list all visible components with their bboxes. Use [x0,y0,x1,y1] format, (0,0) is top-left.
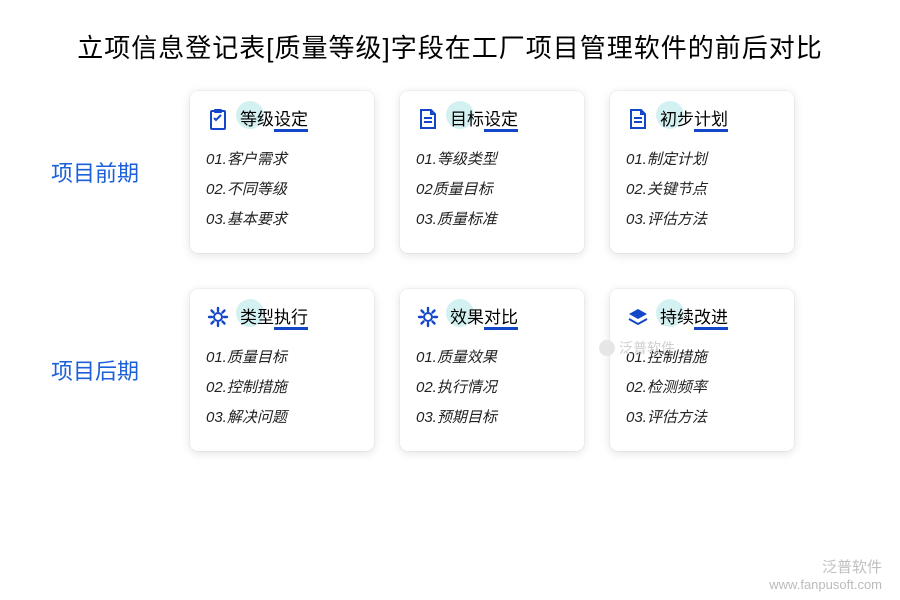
card-item: 03.预期目标 [416,403,568,433]
card-header: 持续改进 [626,303,778,331]
card-item: 01.等级类型 [416,145,568,175]
cards: 类型执行 01.质量目标02.控制措施03.解决问题 效果对比 01.质量效果02.执… [190,289,794,451]
watermark-badge: 泛普软件 [599,338,675,358]
watermark-footer: 泛普软件 www.fanpusoft.com [769,556,882,592]
card-items: 01.客户需求02.不同等级03.基本要求 [206,145,358,235]
card-header: 效果对比 [416,303,568,331]
card: 持续改进01.控制措施02.检测频率03.评估方法 [610,289,794,451]
card-item: 02.关键节点 [626,175,778,205]
card-item: 03.评估方法 [626,403,778,433]
clipboard-icon [206,107,230,131]
card-title: 目标设定 [450,105,518,133]
card-item: 01.客户需求 [206,145,358,175]
card-item: 01.质量目标 [206,343,358,373]
row-label: 项目前期 [0,156,190,188]
card-item: 02质量目标 [416,175,568,205]
card-items: 01.等级类型02质量目标03.质量标准 [416,145,568,235]
document-icon [416,107,440,131]
card-items: 01.制定计划02.关键节点03.评估方法 [626,145,778,235]
card-header: 类型执行 [206,303,358,331]
card-title: 持续改进 [660,303,728,331]
row-1: 项目后期 类型执行 01.质量目标02.控制措施03.解决问题 效果对比 01.质量效果… [0,289,900,451]
card-header: 目标设定 [416,105,568,133]
card-item: 02.不同等级 [206,175,358,205]
card-title: 等级设定 [240,105,308,133]
document-icon [626,107,650,131]
layers-icon [626,305,650,329]
page-title: 立项信息登记表[质量等级]字段在工厂项目管理软件的前后对比 [0,0,900,65]
card-header: 等级设定 [206,105,358,133]
row-label: 项目后期 [0,354,190,386]
card-item: 02.执行情况 [416,373,568,403]
card-items: 01.质量目标02.控制措施03.解决问题 [206,343,358,433]
card-item: 02.控制措施 [206,373,358,403]
card-item: 01.质量效果 [416,343,568,373]
card-item: 03.质量标准 [416,205,568,235]
card-items: 01.质量效果02.执行情况03.预期目标 [416,343,568,433]
card-item: 03.评估方法 [626,205,778,235]
card-item: 03.解决问题 [206,403,358,433]
rows-container: 项目前期 等级设定 01.客户需求02.不同等级03.基本要求 目标设定 01.等级类型… [0,91,900,451]
row-0: 项目前期 等级设定 01.客户需求02.不同等级03.基本要求 目标设定 01.等级类型… [0,91,900,253]
gear-icon [206,305,230,329]
gear-icon [416,305,440,329]
card-item: 03.基本要求 [206,205,358,235]
card-item: 02.检测频率 [626,373,778,403]
card: 目标设定 01.等级类型02质量目标03.质量标准 [400,91,584,253]
card: 等级设定 01.客户需求02.不同等级03.基本要求 [190,91,374,253]
card: 类型执行 01.质量目标02.控制措施03.解决问题 [190,289,374,451]
cards: 等级设定 01.客户需求02.不同等级03.基本要求 目标设定 01.等级类型02质量… [190,91,794,253]
card: 效果对比 01.质量效果02.执行情况03.预期目标 [400,289,584,451]
card-header: 初步计划 [626,105,778,133]
card-item: 01.制定计划 [626,145,778,175]
card: 初步计划 01.制定计划02.关键节点03.评估方法 [610,91,794,253]
card-title: 初步计划 [660,105,728,133]
card-title: 效果对比 [450,303,518,331]
card-title: 类型执行 [240,303,308,331]
